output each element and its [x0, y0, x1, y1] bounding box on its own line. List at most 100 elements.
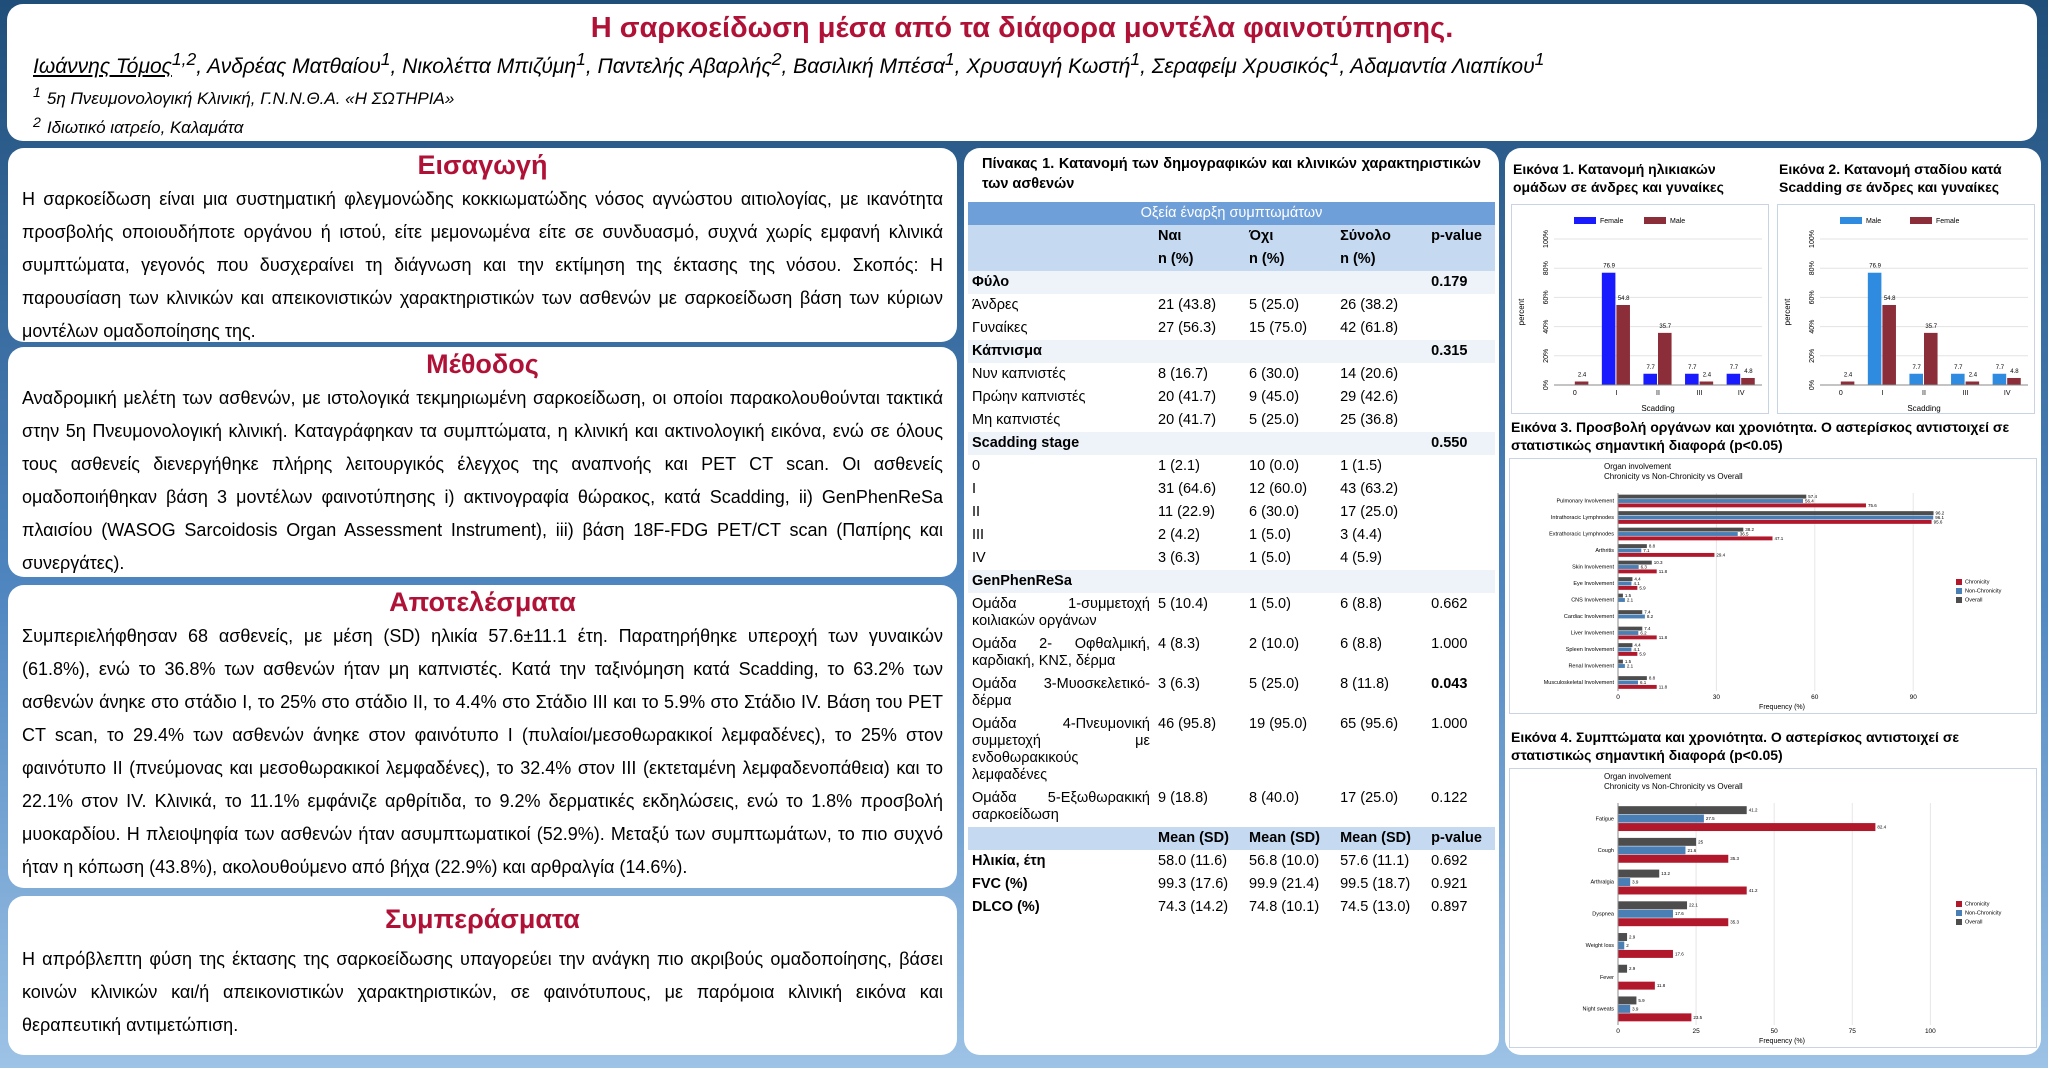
bar [1618, 565, 1639, 569]
value-label: 2.4 [1844, 372, 1853, 378]
bar [1618, 631, 1639, 635]
table-cell-empty [1427, 524, 1495, 547]
y-tick-label: Fever [1600, 975, 1614, 981]
table-cell: 8 (16.7) [1158, 366, 1208, 382]
row-label: Ομάδα 1-συμμετοχή κοιλιακών οργάνων [972, 596, 1150, 629]
x-tick-label: 0 [1839, 390, 1843, 397]
table-cell-empty [1427, 294, 1495, 317]
bar [1643, 373, 1657, 385]
bar [1699, 381, 1714, 385]
table-cell: 2 (4.2) [1158, 527, 1200, 543]
row-label: 0 [972, 458, 981, 474]
value-label: 4.1 [1633, 581, 1640, 586]
table-cell: 6 (30.0) [1249, 504, 1300, 520]
bar [1618, 918, 1729, 927]
table-cell-empty [1427, 455, 1495, 478]
legend-label: Male [1670, 218, 1685, 225]
legend-label: Non-Chronicity [1965, 910, 2002, 916]
x-tick-label: I [1615, 390, 1617, 397]
table-cell-empty [1427, 501, 1495, 524]
table-header: Όχι [1245, 225, 1337, 248]
y-tick-label: 0% [1809, 380, 1816, 390]
legend-label: Female [1600, 218, 1623, 225]
value-label: 2.9 [1629, 934, 1636, 939]
bar [1618, 643, 1633, 648]
x-tick-label: 30 [1713, 694, 1721, 701]
table-header: p-value [1427, 225, 1495, 248]
legend-swatch [1956, 901, 1962, 907]
y-tick-label: Cough [1598, 848, 1614, 854]
value-label: 7.4 [1644, 626, 1651, 631]
y-tick-label: 20% [1543, 349, 1550, 363]
table-cell: 20 (41.7) [1158, 412, 1217, 428]
table-cell-empty [1154, 432, 1246, 455]
bar [1618, 635, 1657, 640]
value-label: 21.6 [1687, 848, 1696, 853]
table-row: Άνδρες 21 (43.8) 5 (25.0) 26 (38.2) [968, 294, 1495, 317]
table-cell: 21 (43.8) [1158, 297, 1217, 313]
bar [1618, 511, 1934, 516]
author-affiliation: 1,2 [171, 49, 197, 69]
table-header: Ναι [1154, 225, 1246, 248]
table-cell-empty [1245, 340, 1337, 363]
value-label: 17.6 [1675, 911, 1684, 916]
bar [1618, 548, 1642, 553]
table-row: Πρώην καπνιστές 20 (41.7) 9 (45.0) 29 (42.6… [968, 386, 1495, 409]
chart: 0% 20% 40% 60% 80% 100% percent Scadding 0 2.4 I 76… [1511, 204, 1769, 414]
y-tick-label: Cardiac Involvement [1564, 614, 1615, 620]
table-cell: 56.8 (10.0) [1249, 853, 1320, 869]
table-cell-empty [1336, 340, 1428, 363]
value-label: 95.6 [1934, 519, 1943, 524]
figure-caption: Εικόνα 3. Προσβολή οργάνων και χρονιότητ… [1511, 419, 2010, 453]
table-cell: 5 (25.0) [1249, 676, 1300, 692]
table-cell: 11 (22.9) [1158, 504, 1215, 520]
y-tick-label: 0% [1543, 380, 1550, 390]
table-cell-empty [1336, 432, 1428, 455]
section-title: Μέθοδος [426, 349, 539, 379]
p-value: p-value [1427, 827, 1495, 850]
value-label: 17.6 [1675, 951, 1684, 956]
bar [1618, 846, 1686, 855]
y-tick-label: Skin Involvement [1572, 565, 1614, 571]
bar [1574, 381, 1589, 385]
bar [1618, 503, 1866, 508]
bar [1618, 996, 1637, 1005]
section-title: Εισαγωγή [417, 150, 548, 180]
affiliation-mark: 2 [33, 114, 41, 131]
table-cell: 3 (6.3) [1158, 550, 1200, 566]
table-row: Ομάδα 5-Εξωθωρακική σαρκοείδωση 9 (18.8) 8… [968, 787, 1495, 827]
table-cell: 15 (75.0) [1249, 320, 1308, 336]
bar [1618, 651, 1638, 656]
table-cell-empty [1245, 570, 1337, 593]
legend-swatch [1840, 217, 1862, 224]
figures-panel: Εικόνα 1. Κατανομή ηλικιακών ομάδων σε ά… [1505, 148, 2041, 1055]
table-cell: 74.8 (10.1) [1249, 899, 1320, 915]
value-label: 13.2 [1661, 871, 1670, 876]
x-tick-label: IV [1738, 390, 1745, 397]
y-tick-label: Night sweats [1583, 1007, 1615, 1013]
bar [1618, 552, 1715, 557]
table-cell: 6 (30.0) [1249, 366, 1300, 382]
table: Οξεία έναρξη συμπτωμάτων Ναι Όχι Σύνολο p-va… [968, 202, 1495, 919]
x-tick-label: II [1922, 390, 1926, 397]
table-cell: 1 (5.0) [1249, 550, 1291, 566]
p-value: 0.179 [1427, 271, 1495, 294]
table-cell-empty [1245, 271, 1337, 294]
y-tick-label: 100% [1543, 230, 1550, 248]
row-label: Κάπνισμα [968, 340, 1154, 363]
table-cell: 31 (64.6) [1158, 481, 1217, 497]
table-cell: 6 (8.8) [1340, 596, 1383, 612]
p-value: 0.043 [1431, 676, 1468, 692]
bar [1618, 901, 1688, 910]
x-axis-label: Scadding [1907, 404, 1940, 413]
value-label: 7.7 [1954, 365, 1963, 371]
bar [1618, 949, 1673, 958]
x-tick-label: III [1963, 390, 1969, 397]
table-cell [968, 248, 1154, 271]
value-label: 57.4 [1808, 494, 1817, 499]
y-tick-label: Fatigue [1596, 816, 1614, 822]
table-row: Κάπνισμα 0.315 [968, 340, 1495, 363]
legend-swatch [1956, 588, 1962, 594]
